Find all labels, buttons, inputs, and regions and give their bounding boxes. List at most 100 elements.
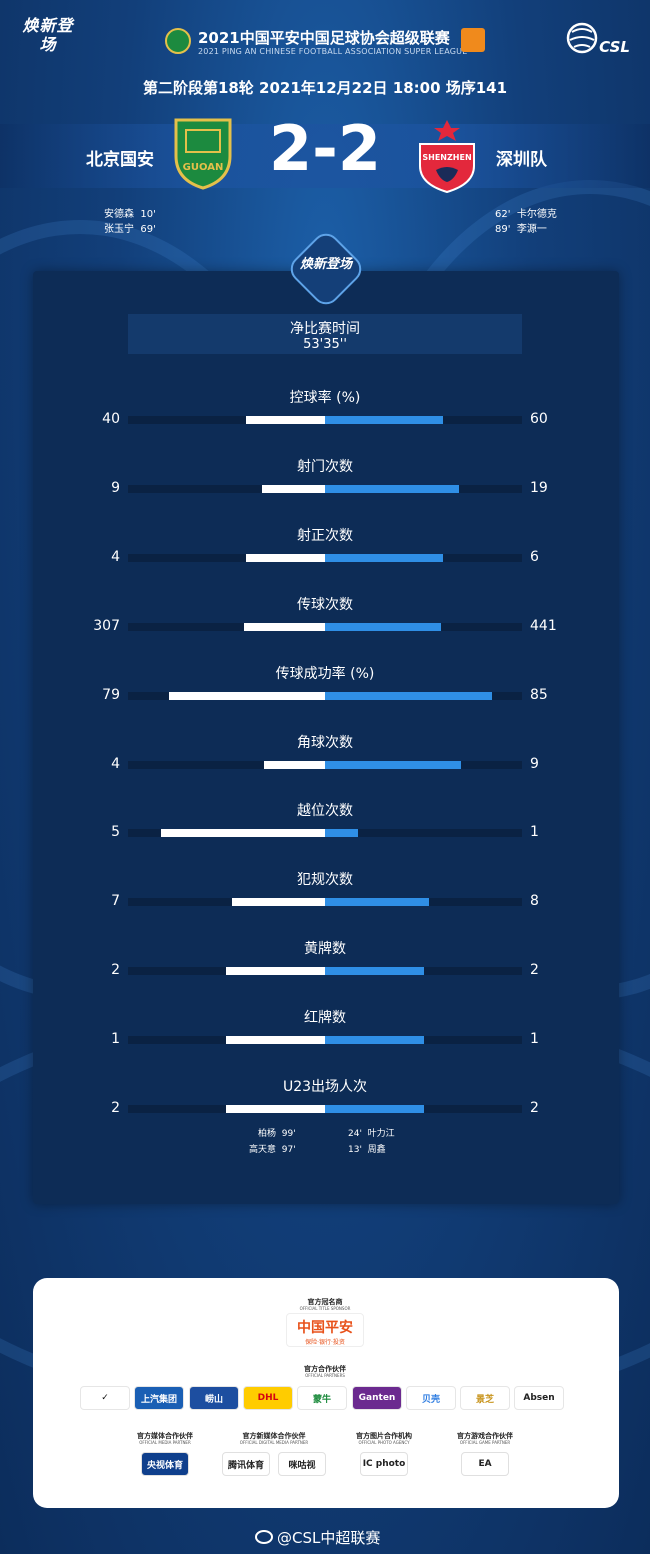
stat-away-value: 6 [530,549,539,565]
stat-away-value: 1 [530,824,539,840]
net-time-box [128,314,522,354]
away-scorer: 62' 卡尔德克 [495,209,557,220]
stat-bar-home [232,898,325,906]
stat-bar-away [325,1105,424,1113]
stat-bar-home [246,554,325,562]
pingan-sub: 保险·银行·投资 [305,1339,345,1346]
partner-logo: 崂山 [189,1386,239,1410]
media-group-label: 官方新媒体合作伙伴 [242,1432,306,1440]
stat-label: 红牌数 [304,1010,346,1026]
media-group-sub: OFFICIAL PHOTO AGENCY [358,1440,410,1445]
league-crest-icon [165,28,191,54]
away-team-name: 深圳队 [496,150,547,170]
partner-logo: Absen [514,1386,564,1410]
stat-label: 射正次数 [297,528,353,544]
title-sponsor-badge-icon [461,28,485,52]
pingan-logo: 中国平安 保险·银行·投资 [286,1313,364,1347]
stat-home-value: 4 [111,549,120,565]
stat-bar-home [226,1105,325,1113]
media-logo: EA [461,1452,509,1476]
stat-label: 射门次数 [297,459,353,475]
home-scorer: 安德森 10' [104,209,156,220]
partner-logo: ✓ [80,1386,130,1410]
stat-label: 控球率 (%) [289,390,361,406]
stat-away-value: 2 [530,962,539,978]
stat-bar-home [262,485,325,493]
stat-bar-away [325,829,358,837]
away-crest-text: SHENZHEN [422,153,471,162]
stat-bar-home [226,967,325,975]
home-scorer: 张玉宁 69' [104,224,156,235]
u23-away-player: 24' 叶力江 [348,1129,395,1139]
stat-away-value: 2 [530,1100,539,1116]
stat-bar-home [161,829,325,837]
stat-home-value: 4 [111,756,120,772]
media-group-label: 官方媒体合作伙伴 [137,1432,193,1440]
u23-home-player: 高天意 97' [249,1145,296,1155]
stat-bar-away [325,485,459,493]
league-subtitle: 2021 PING AN CHINESE FOOTBALL ASSOCIATIO… [198,47,468,56]
partner-logo: 上汽集团 [134,1386,184,1410]
stat-bar-away [325,761,461,769]
stat-away-value: 85 [530,687,548,703]
league-title: 2021中国平安中国足球协会超级联赛 [198,29,450,47]
home-team-name: 北京国安 [86,150,154,170]
stat-away-value: 60 [530,411,548,427]
u23-home-player: 柏杨 99' [258,1129,296,1139]
stat-bar-away [325,554,443,562]
stat-label: 角球次数 [297,735,353,751]
panel-badge-text: 焕新登场 [299,257,352,272]
brand-logo: 焕新登场 [22,16,74,54]
media-group-label: 官方图片合作机构 [356,1432,412,1440]
media-logo: 腾讯体育 [222,1452,270,1476]
stat-bar-home [246,416,325,424]
stat-away-value: 8 [530,893,539,909]
media-group-sub: OFFICIAL GAME PARTNER [459,1440,511,1445]
partner-logo: 贝壳 [406,1386,456,1410]
stat-away-value: 441 [530,618,557,634]
stat-bar-away [325,1036,424,1044]
partners-label: 官方合作伙伴 [304,1365,346,1373]
stat-bar-away [325,692,492,700]
media-logo: IC photo [360,1452,408,1476]
stat-bar-home [226,1036,325,1044]
stat-home-value: 9 [111,480,120,496]
media-logo: 咪咕视 [278,1452,326,1476]
weibo-handle[interactable]: @CSL中超联赛 [255,1527,380,1548]
net-time-value: 53'35'' [303,337,347,352]
stat-label: 传球成功率 (%) [275,666,375,682]
stat-bar-away [325,416,443,424]
stat-bar-away [325,898,429,906]
media-group-label: 官方游戏合作伙伴 [457,1432,513,1440]
stat-home-value: 2 [111,962,120,978]
away-scorer: 89' 李源一 [495,224,547,235]
home-crest-text: GUOAN [183,162,224,173]
title-sponsor-label: 官方冠名商 [307,1298,343,1306]
partner-logo: 景芝 [460,1386,510,1410]
media-group-sub: OFFICIAL DIGITAL MEDIA PARTNER [239,1440,309,1445]
stat-bar-away [325,967,424,975]
stat-away-value: 9 [530,756,539,772]
stat-home-value: 79 [102,687,120,703]
stat-bar-home [264,761,325,769]
net-time-label: 净比赛时间 [290,321,360,337]
score-band [0,124,650,188]
stats-panel [33,271,619,1204]
partner-logo: DHL [243,1386,293,1410]
stat-home-value: 307 [93,618,120,634]
stat-away-value: 1 [530,1031,539,1047]
partner-logo: 蒙牛 [297,1386,347,1410]
stat-label: 越位次数 [297,803,353,819]
score: 2-2 [268,112,381,185]
stat-home-value: 7 [111,893,120,909]
partners-sub: OFFICIAL PARTNERS [305,1373,345,1378]
stat-away-value: 19 [530,480,548,496]
stat-home-value: 2 [111,1100,120,1116]
stat-label: 犯规次数 [297,872,353,888]
media-logo: 央视体育 [141,1452,189,1476]
stat-bar-home [169,692,325,700]
stat-home-value: 40 [102,411,120,427]
title-sponsor-sub: OFFICIAL TITLE SPONSOR [299,1306,351,1311]
stat-label: U23出场人次 [282,1079,368,1095]
